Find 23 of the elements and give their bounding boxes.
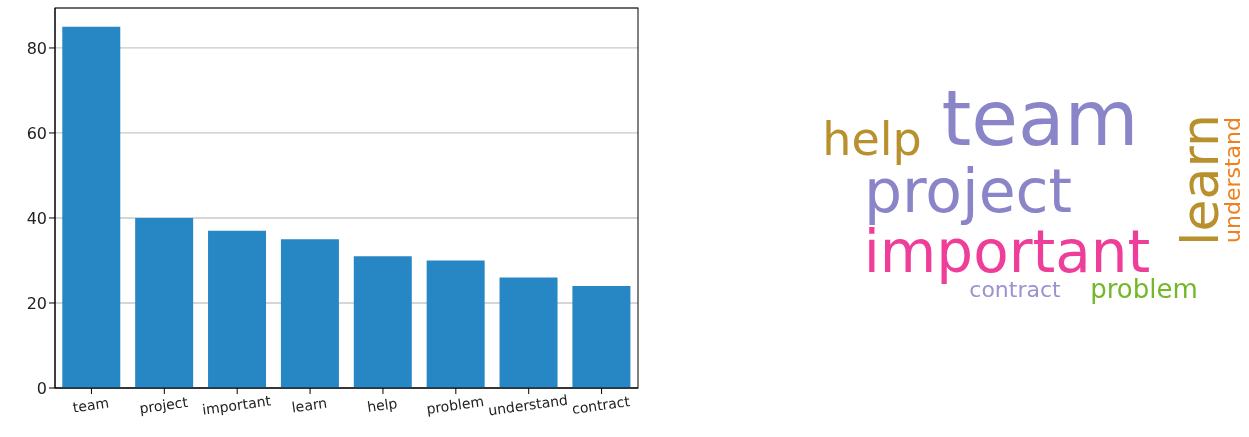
x-tick-label: help	[366, 395, 399, 416]
x-tick-label: understand	[487, 391, 569, 419]
category-label: contract	[969, 277, 1062, 302]
y-tick-label: 20	[26, 293, 47, 313]
bar	[353, 256, 412, 388]
x-tick-label: learn	[290, 394, 329, 416]
category-label: team	[941, 74, 1139, 163]
y-tick-label: 60	[26, 123, 47, 143]
bar	[208, 230, 267, 388]
x-tick-label: team	[71, 394, 110, 416]
bar	[499, 277, 558, 388]
x-tick-label: project	[138, 393, 190, 417]
y-tick-label: 0	[36, 378, 47, 398]
bar	[426, 260, 485, 388]
bar	[280, 239, 339, 388]
y-tick-label: 40	[26, 208, 47, 228]
x-tick-label: problem	[425, 393, 485, 417]
bar	[572, 285, 631, 388]
y-tick-label: 80	[26, 38, 47, 58]
x-tick-label: important	[201, 392, 273, 418]
bar	[62, 26, 121, 388]
bar	[135, 217, 194, 388]
x-tick-label: contract	[570, 393, 632, 418]
